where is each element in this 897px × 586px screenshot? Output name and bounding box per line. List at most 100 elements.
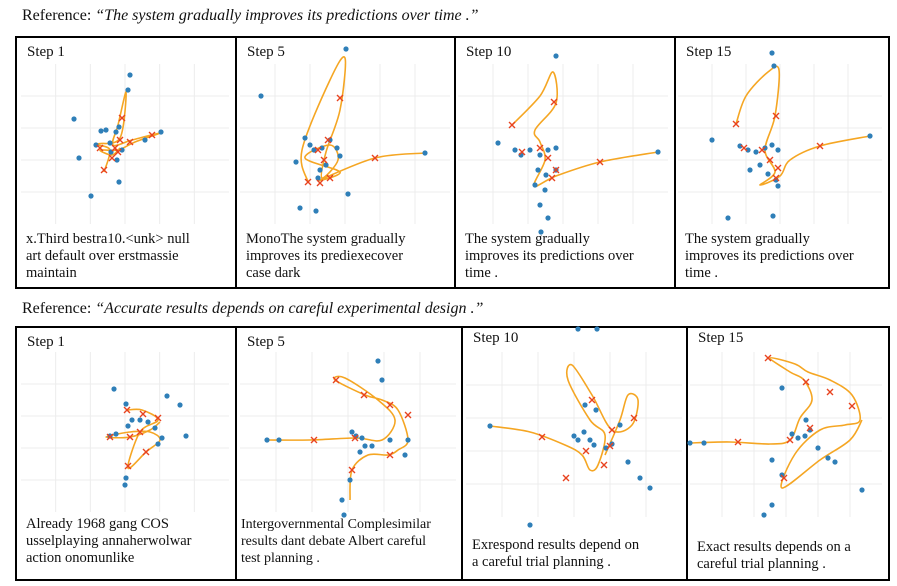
embedding-point [527,522,533,528]
token-marker [316,179,324,187]
embedding-point [137,417,143,423]
token-marker [630,414,638,422]
embedding-point [687,440,693,446]
token-marker [108,154,116,162]
embedding-point [127,72,133,78]
embedding-point [103,127,109,133]
embedding-point [125,423,131,429]
token-marker [536,144,544,152]
embedding-point [775,183,781,189]
embedding-point [532,182,538,188]
token-marker [96,144,104,152]
embedding-point [345,191,351,197]
token-marker [348,466,356,474]
generated-caption: Exact results depends on a careful trial… [697,539,851,572]
embedding-point [575,437,581,443]
trajectory-curve [489,363,639,472]
embedding-point [302,135,308,141]
embedding-point [535,167,541,173]
embedding-point [795,435,801,441]
token-marker [314,146,322,154]
token-marker [600,461,608,469]
panel-step-1: Step 1 x.Third bestra10.<unk> null art d… [17,38,235,287]
token-marker [304,178,312,186]
embedding-point [625,459,631,465]
token-marker [139,410,147,418]
embedding-point [129,417,135,423]
example-row-2: Step 1 Already 1968 gang COS usselplayin… [15,326,890,581]
token-marker [772,112,780,120]
token-marker [774,164,782,172]
embedding-point [71,116,77,122]
embedding-point [701,440,707,446]
token-marker [734,438,742,446]
token-marker [596,158,604,166]
embedding-point [761,512,767,518]
token-marker [111,144,119,152]
embedding-point [337,153,343,159]
embedding-point [297,205,303,211]
embedding-point [177,402,183,408]
token-marker [118,114,126,122]
embedding-point [93,142,99,148]
embedding-point [334,145,340,151]
embedding-point [158,129,164,135]
embedding-point [825,455,831,461]
token-marker [351,434,359,442]
embedding-point [76,155,82,161]
embedding-point [113,431,119,437]
embedding-point [617,422,623,428]
embedding-point [98,128,104,134]
panel-divider [235,328,237,579]
embedding-point [867,133,873,139]
reference-label: Reference: [22,7,92,24]
embedding-point [319,145,325,151]
reference-line-1: Reference: “The system gradually improve… [22,7,479,25]
embedding-point [815,445,821,451]
embedding-point [422,150,428,156]
step-label: Step 15 [686,44,732,60]
reference-line-2: Reference: “Accurate results depends on … [22,300,483,318]
step-label: Step 1 [27,44,65,60]
token-marker [848,402,856,410]
token-marker [142,448,150,456]
token-marker [136,428,144,436]
embedding-point [587,437,593,443]
embedding-point [155,441,161,447]
token-marker [816,142,824,150]
step-label: Step 10 [473,330,519,346]
embedding-point [359,435,365,441]
embedding-point [311,147,317,153]
embedding-point [122,482,128,488]
embedding-point [164,393,170,399]
token-marker [606,442,614,450]
token-marker [548,174,556,182]
embedding-point [725,215,731,221]
embedding-point [770,213,776,219]
embedding-point [258,93,264,99]
trajectory-curve [266,375,409,501]
embedding-point [593,407,599,413]
token-marker [608,426,616,434]
embedding-point [145,419,151,425]
generated-caption: x.Third bestra10.<unk> null art default … [26,231,190,281]
panel-divider [235,38,237,287]
token-marker [538,433,546,441]
embedding-point [789,431,795,437]
embedding-point [545,147,551,153]
embedding-point [339,497,345,503]
embedding-point [512,147,518,153]
embedding-point [779,472,785,478]
token-marker [124,462,132,470]
panel-step-15: Step 15 The system gradually improves it… [676,38,888,287]
embedding-point [116,179,122,185]
token-marker [154,414,162,422]
embedding-point [183,433,189,439]
embedding-point [553,53,559,59]
embedding-point [545,215,551,221]
embedding-point [375,358,381,364]
embedding-point [347,477,353,483]
panel-divider [674,38,676,287]
generated-caption: The system gradually improves its predic… [685,231,854,281]
